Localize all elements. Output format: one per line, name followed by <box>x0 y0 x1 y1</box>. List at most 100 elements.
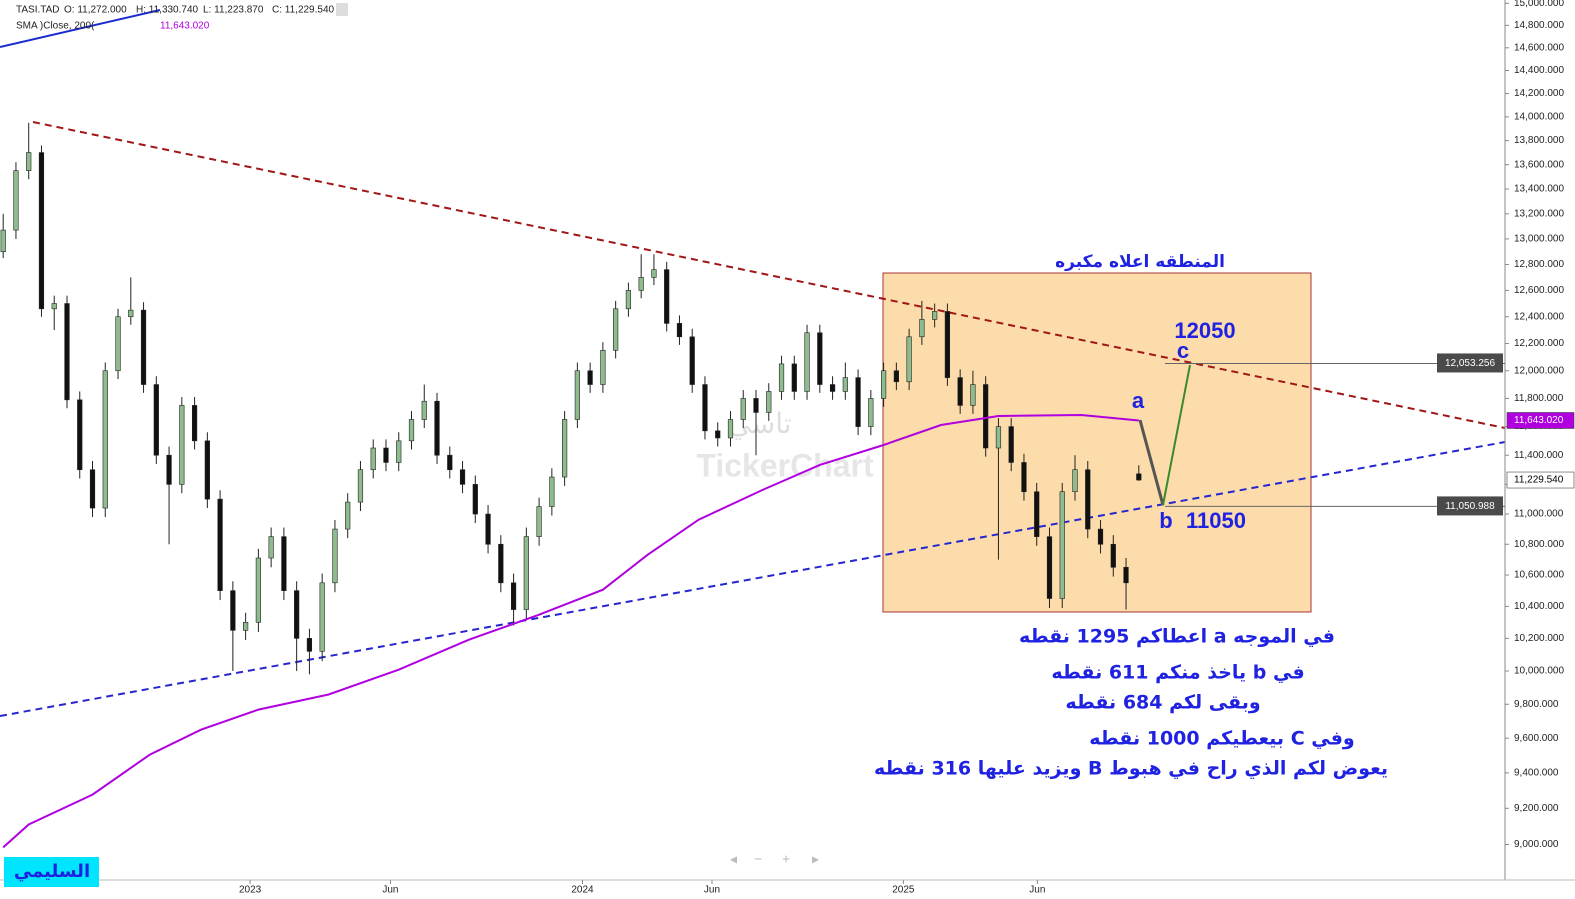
y-tick-label: 13,400.000 <box>1514 184 1564 195</box>
candle-body <box>523 536 529 610</box>
candle-body <box>1059 491 1065 599</box>
wave-b-label: b <box>1159 508 1172 533</box>
x-tick-label: Jun <box>1029 885 1045 896</box>
candle-body <box>1046 536 1053 599</box>
high-value: H: 11,330.740 <box>136 5 199 16</box>
candle-body <box>255 557 261 623</box>
zoom-out[interactable]: − <box>754 851 762 867</box>
x-tick-label: 2023 <box>239 885 262 896</box>
price-line-box <box>1437 353 1503 373</box>
candle-body <box>510 582 517 610</box>
candle-body <box>408 419 415 442</box>
candle-body <box>970 384 976 406</box>
y-tick-label: 11,400.000 <box>1514 450 1564 461</box>
candle-body <box>472 484 478 515</box>
candle-body <box>383 447 389 463</box>
candle-body <box>1072 469 1078 493</box>
candle-body <box>153 384 159 456</box>
candle-body <box>1097 528 1104 545</box>
x-tick-label: Jun <box>704 885 720 896</box>
y-tick-label: 13,800.000 <box>1514 135 1564 146</box>
candle-body <box>778 363 785 392</box>
candle-body <box>829 384 836 392</box>
candle-body <box>868 398 874 427</box>
note: في الموجه a اعطاكم 1295 نقطه <box>1019 626 1335 648</box>
candle-body <box>89 469 96 509</box>
candle-body <box>587 370 593 385</box>
y-tick-label: 14,400.000 <box>1514 65 1564 76</box>
candle-body <box>140 309 147 385</box>
candle-body <box>13 170 19 231</box>
candle-body <box>906 336 912 383</box>
note: وبقى لكم 684 نقطه <box>1065 692 1260 714</box>
candle-body <box>128 309 134 318</box>
support-trendline <box>0 441 1506 717</box>
candle-body <box>51 303 57 310</box>
sma-value: 11,643.020 <box>160 21 210 32</box>
candle-body <box>115 316 121 372</box>
y-tick-label: 10,400.000 <box>1514 601 1564 612</box>
scroll-controls[interactable]: ◂ − + ▸ <box>730 851 819 867</box>
candle-body <box>0 229 6 252</box>
candle-body <box>536 506 542 537</box>
scroll-left[interactable]: ◂ <box>730 851 737 867</box>
y-tick-label: 10,600.000 <box>1514 570 1564 581</box>
candle-body <box>753 398 759 413</box>
candle-body <box>204 440 210 500</box>
candle-body <box>804 332 810 392</box>
candle-body <box>434 400 440 456</box>
open-value: O: 11,272.000 <box>64 5 127 16</box>
candle-body <box>217 498 223 591</box>
candle-body <box>549 476 555 507</box>
y-tick-label: 11,000.000 <box>1514 509 1564 520</box>
axis-marker <box>1506 412 1575 429</box>
low-value: L: 11,223.870 <box>203 5 264 16</box>
candle-body <box>689 336 695 385</box>
candle-body <box>893 370 899 383</box>
y-tick-label: 12,200.000 <box>1514 338 1564 349</box>
candle-body <box>1034 491 1040 537</box>
candle-body <box>332 528 338 584</box>
candle-body <box>791 363 797 392</box>
y-tick-label: 9,800.000 <box>1514 699 1559 710</box>
y-tick-label: 10,800.000 <box>1514 539 1564 550</box>
y-tick-label: 9,600.000 <box>1514 733 1559 744</box>
candle-body <box>995 426 1002 449</box>
signature: السليمي <box>14 861 90 882</box>
candle-body <box>651 269 657 278</box>
candle-body <box>817 332 823 385</box>
wave-a-label: a <box>1132 388 1145 413</box>
candle-body <box>370 447 376 471</box>
x-tick-label: 2024 <box>571 885 594 896</box>
zoom-in[interactable]: + <box>782 851 790 867</box>
y-tick-label: 13,000.000 <box>1514 234 1564 245</box>
close-value: C: 11,229.540 <box>272 5 335 16</box>
y-tick-label: 13,200.000 <box>1514 208 1564 219</box>
candle-body <box>919 319 925 338</box>
price-line-label: 12,053.256 <box>1445 358 1495 369</box>
candle-body <box>664 269 670 324</box>
axis-marker-label: 11,643.020 <box>1514 415 1564 426</box>
candle-body <box>881 370 887 399</box>
note: في b ياخذ منكم 611 نقطه <box>1051 662 1304 684</box>
scroll-right[interactable]: ▸ <box>812 851 819 867</box>
candle-body <box>268 536 274 559</box>
y-tick-label: 15,000.000 <box>1514 0 1564 9</box>
resistance-trendline <box>32 121 1506 429</box>
candle-body <box>957 377 963 406</box>
candle-body <box>77 399 83 471</box>
candle-body <box>727 419 734 439</box>
candle-body <box>294 590 300 639</box>
target-label: 12050 <box>1174 318 1235 343</box>
y-tick-label: 14,800.000 <box>1514 20 1564 31</box>
candle-body <box>932 311 938 320</box>
y-tick-label: 12,000.000 <box>1514 365 1564 376</box>
signature-box <box>4 857 99 887</box>
candle-body <box>702 384 708 432</box>
candle-body <box>613 308 619 351</box>
x-tick-label: Jun <box>382 885 398 896</box>
menu-button[interactable] <box>336 3 348 16</box>
candle-body <box>1008 426 1014 463</box>
candle-body <box>191 405 198 442</box>
watermark-arabic: تاسي <box>728 407 791 440</box>
